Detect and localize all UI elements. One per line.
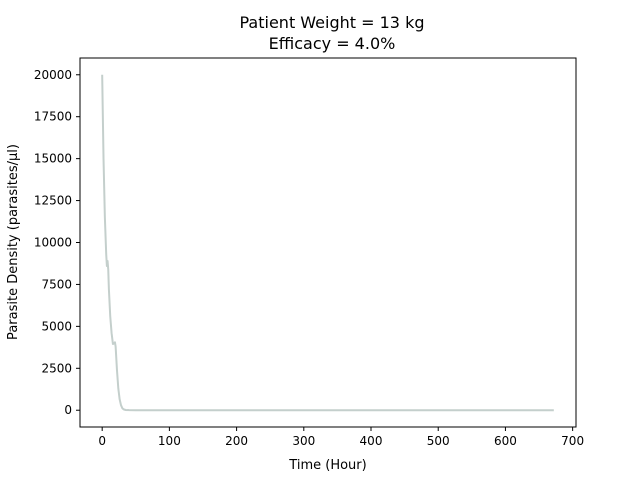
y-tick-label: 17500: [34, 110, 72, 124]
chart-title-line-2: Efficacy = 4.0%: [269, 34, 396, 53]
y-axis-label: Parasite Density (parasites/μl): [6, 144, 21, 340]
x-tick-label: 700: [561, 434, 584, 448]
y-tick-label: 5000: [41, 319, 72, 333]
plot-frame: [79, 57, 577, 428]
x-tick-label: 200: [225, 434, 248, 448]
chart-title: Patient Weight = 13 kg Efficacy = 4.0%: [240, 13, 425, 53]
series-line: [101, 74, 554, 412]
x-axis: 0 100 200 300 400 500 600 700: [98, 427, 584, 448]
x-tick-label: 600: [494, 434, 517, 448]
y-tick-label: 12500: [34, 194, 72, 208]
y-tick-label: 20000: [34, 68, 72, 82]
x-tick-label: 500: [427, 434, 450, 448]
x-axis-label: Time (Hour): [288, 458, 366, 473]
x-tick-label: 100: [158, 434, 181, 448]
chart-title-line-1: Patient Weight = 13 kg: [240, 13, 425, 32]
y-axis: 0 2500 5000 7500 10000 12500 15000 17500 20000: [34, 68, 80, 417]
x-tick-label: 400: [360, 434, 383, 448]
x-tick-label: 0: [98, 434, 106, 448]
y-tick-label: 10000: [34, 236, 72, 250]
x-tick-label: 300: [292, 434, 315, 448]
y-tick-label: 2500: [41, 361, 72, 375]
plot-area: [101, 74, 554, 412]
y-tick-label: 15000: [34, 152, 72, 166]
y-tick-label: 7500: [41, 277, 72, 291]
y-tick-label: 0: [64, 403, 72, 417]
